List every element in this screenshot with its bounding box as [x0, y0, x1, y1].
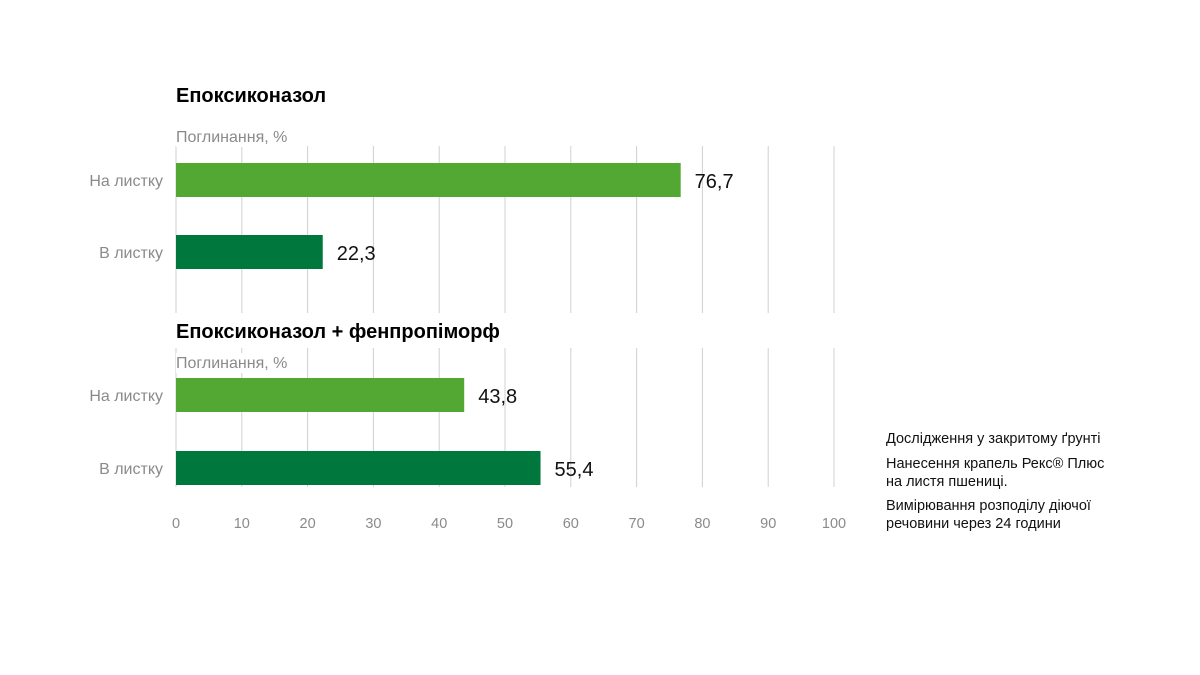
bar — [176, 378, 465, 412]
label-backdrop — [176, 127, 306, 147]
note-line-4: Вимірювання розподілу діючої — [886, 498, 1091, 514]
x-tick-label: 100 — [822, 516, 846, 532]
x-tick-label: 40 — [431, 516, 447, 532]
x-axis-label: Поглинання, % — [176, 129, 287, 146]
note-line-2: Нанесення крапель Рекс® Плюс — [886, 456, 1105, 472]
label-backdrop — [176, 353, 306, 373]
category-label: На листку — [89, 173, 163, 190]
x-tick-label: 80 — [694, 516, 710, 532]
x-tick-label: 0 — [172, 516, 180, 532]
x-tick-label: 90 — [760, 516, 776, 532]
note-line-3: на листя пшениці. — [886, 474, 1008, 490]
bar — [176, 163, 681, 197]
bar — [176, 451, 541, 485]
bar — [176, 235, 323, 269]
data-label: 22,3 — [337, 243, 376, 265]
x-tick-label: 70 — [629, 516, 645, 532]
x-tick-label: 60 — [563, 516, 579, 532]
data-label: 76,7 — [695, 171, 734, 193]
data-label: 43,8 — [478, 386, 517, 408]
note-line-5: речовини через 24 години — [886, 516, 1061, 532]
x-tick-label: 50 — [497, 516, 513, 532]
note-line-1: Дослідження у закритому ґрунті — [886, 431, 1101, 447]
x-tick-label: 20 — [300, 516, 316, 532]
x-axis-label: Поглинання, % — [176, 355, 287, 372]
category-label: На листку — [89, 388, 163, 405]
chart-title: Епоксиконазол + фенпропіморф — [176, 321, 500, 343]
x-tick-label: 30 — [365, 516, 381, 532]
chart-title: Епоксиконазол — [176, 85, 326, 107]
x-tick-label: 10 — [234, 516, 250, 532]
category-label: В листку — [99, 245, 163, 262]
category-label: В листку — [99, 461, 163, 478]
data-label: 55,4 — [555, 459, 594, 481]
